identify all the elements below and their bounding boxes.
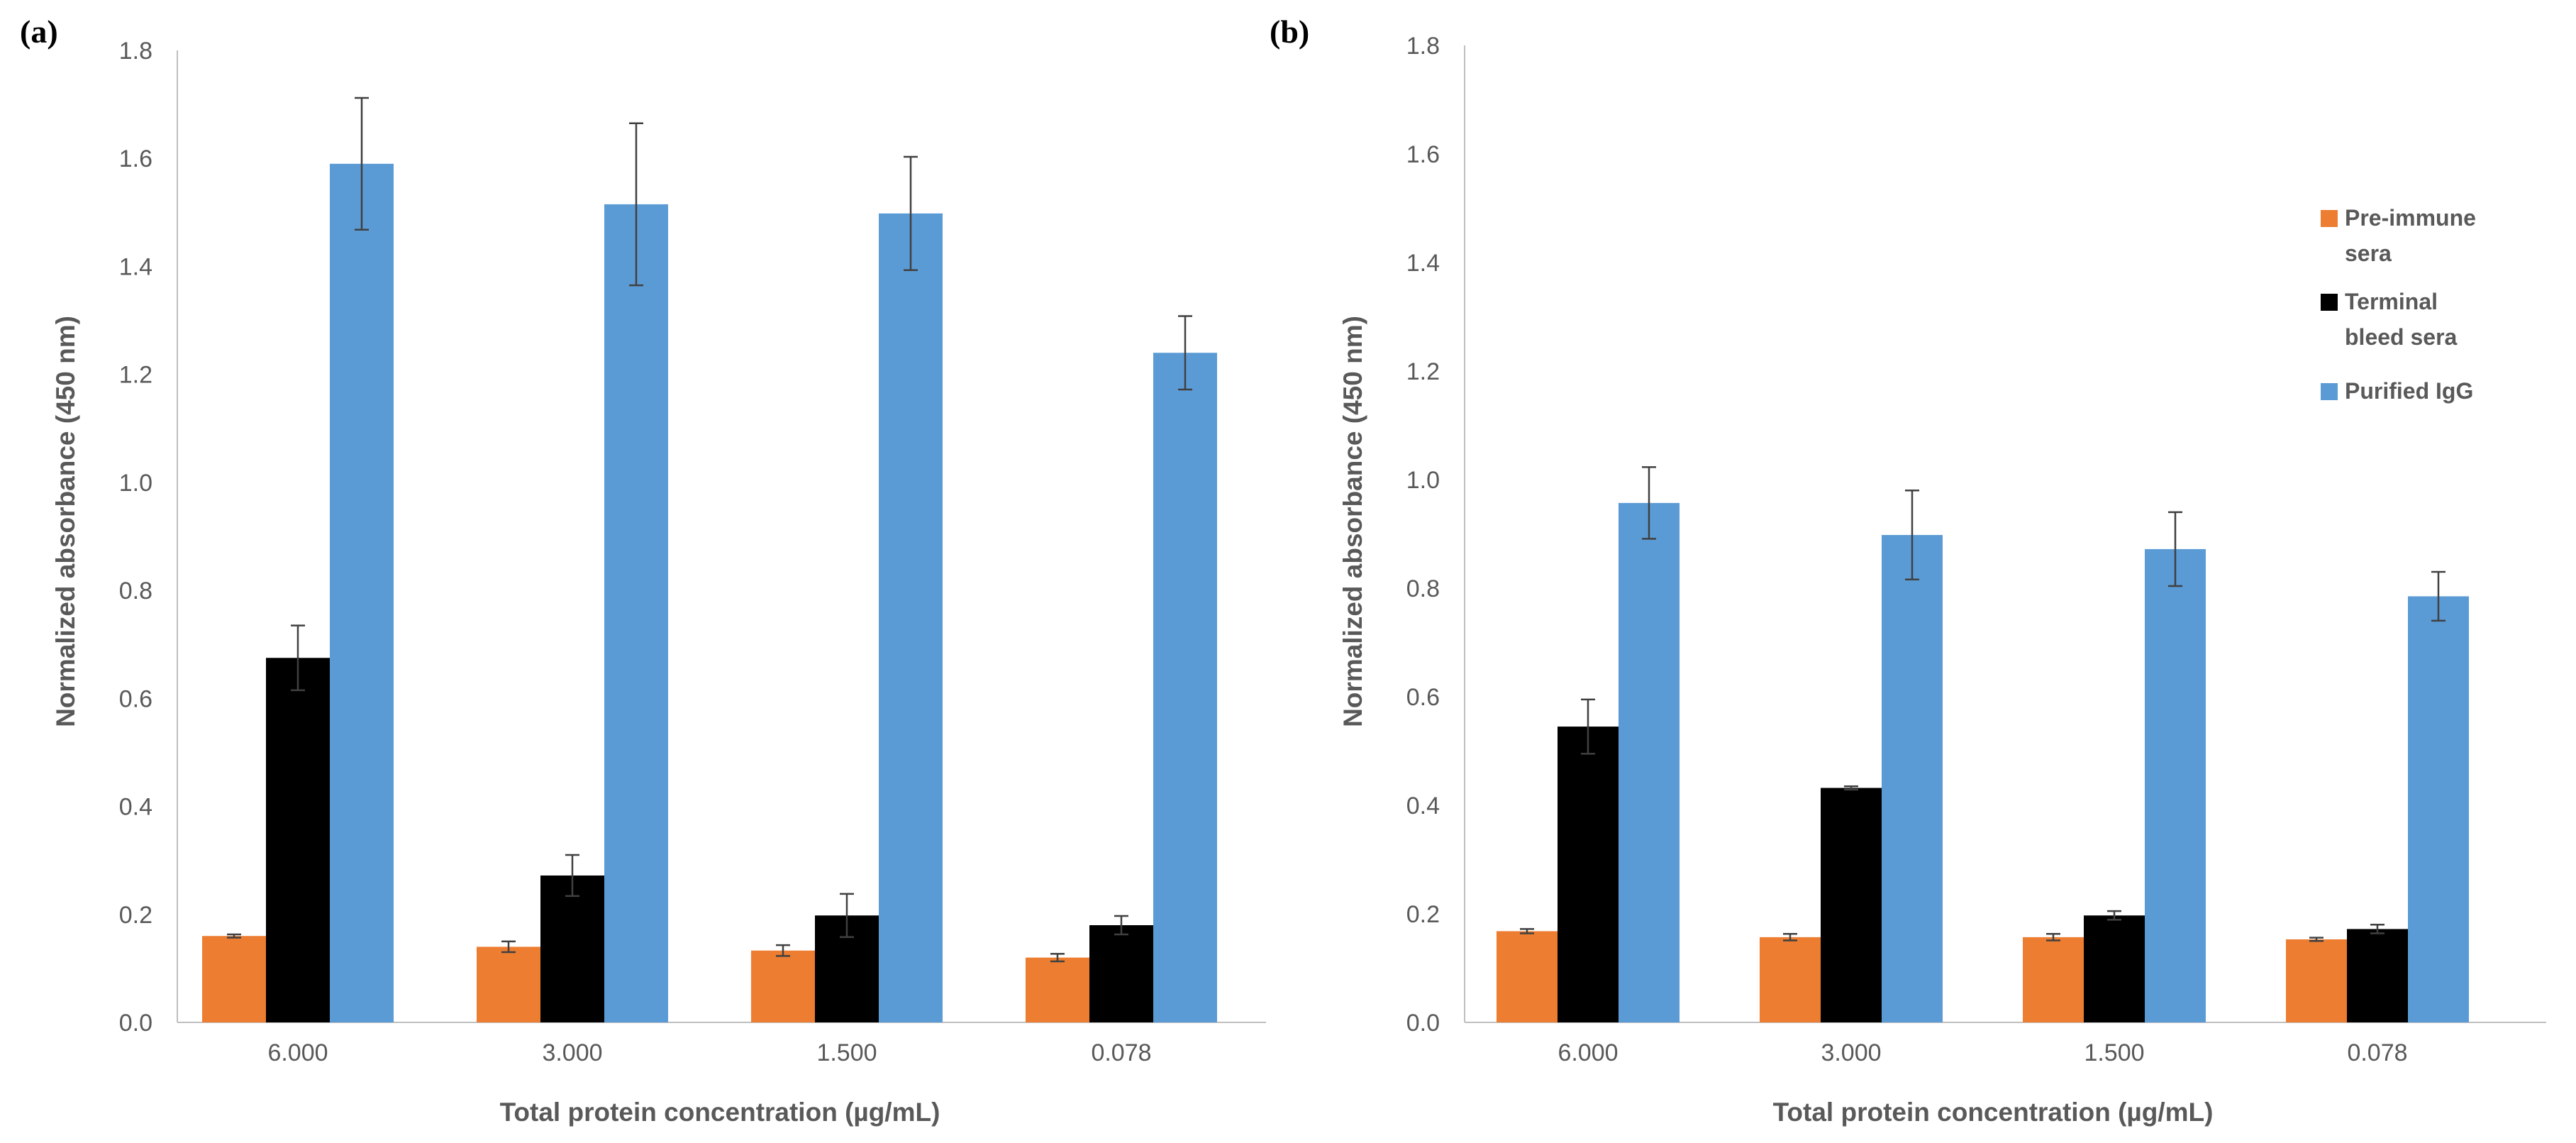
panel-a-bar-terminal-bleed-sera <box>540 875 604 1022</box>
panel-a-x-axis-title: Total protein concentration (µg/mL) <box>500 1098 940 1127</box>
panel-a-error-bar <box>355 96 369 231</box>
panel-b-error-bar <box>2309 937 2324 942</box>
panel-b-error-bar <box>1520 928 1534 934</box>
legend-label: Terminal <box>2345 289 2438 314</box>
panel-a-error-bar <box>291 624 305 692</box>
panel-b-bar-terminal-bleed-sera <box>1558 727 1619 1022</box>
panel-a-x-tick-label: 3.000 <box>542 1039 602 1066</box>
panel-a-y-tick-label: 1.4 <box>119 253 152 280</box>
panel-b-error-bar <box>1905 490 1919 581</box>
legend-label: bleed sera <box>2345 324 2458 350</box>
panel-b-y-tick-label: 0.4 <box>1406 793 1440 819</box>
panel-a-error-bar <box>840 893 854 938</box>
panel-a-error-bar <box>904 155 918 272</box>
panel-b-error-bar <box>1783 933 1797 942</box>
panel-a-y-tick-label: 1.2 <box>119 362 152 389</box>
panel-a-bar-pre-immune-sera <box>202 936 266 1022</box>
legend-label: Purified IgG <box>2345 378 2473 404</box>
legend-label: Pre-immune <box>2345 205 2476 231</box>
panel-b-y-tick-label: 1.6 <box>1406 141 1440 168</box>
panel-a-bar-pre-immune-sera <box>1026 957 1089 1022</box>
panel-a-y-tick-label: 0.4 <box>119 794 152 821</box>
panel-b-bar-purified-igg <box>1619 502 1680 1022</box>
panel-b-bar-terminal-bleed-sera <box>2084 915 2145 1022</box>
legend-label: sera <box>2345 241 2392 266</box>
legend-swatch <box>2321 210 2338 227</box>
panel-b-x-tick-label: 0.078 <box>2347 1039 2407 1066</box>
panel-b-error-bar <box>2370 924 2385 934</box>
panel-a-y-tick-label: 1.8 <box>119 38 152 65</box>
panel-a-error-bar <box>1114 915 1128 936</box>
legend-swatch <box>2321 383 2338 400</box>
panel-b-x-axis-title: Total protein concentration (µg/mL) <box>1773 1098 2214 1127</box>
panel-a-x-tick-label: 6.000 <box>267 1039 328 1066</box>
panel-b-error-bar <box>2107 910 2121 921</box>
panel-a-y-tick-label: 0.0 <box>119 1010 152 1037</box>
panel-b-bar-pre-immune-sera <box>2023 937 2084 1022</box>
panel-b-y-tick-label: 1.8 <box>1406 33 1440 60</box>
panel-a-y-tick-label: 0.6 <box>119 685 152 712</box>
panel-b-label: (b) <box>1270 13 1309 50</box>
panel-a-error-bar <box>565 854 579 898</box>
panel-b-y-tick-label: 1.2 <box>1406 358 1440 385</box>
panel-b-bar-terminal-bleed-sera <box>2347 929 2408 1022</box>
panel-b-bar-terminal-bleed-sera <box>1821 788 1882 1022</box>
panel-a-y-tick-label: 1.0 <box>119 470 152 497</box>
panel-b-y-tick-label: 0.0 <box>1406 1010 1440 1037</box>
panel-b-error-bar <box>2431 570 2445 622</box>
panel-b-y-tick-label: 0.2 <box>1406 901 1440 928</box>
panel-a-bar-pre-immune-sera <box>477 946 540 1022</box>
panel-b-error-bar <box>1642 466 1656 540</box>
panel-b-bar-pre-immune-sera <box>1760 937 1821 1022</box>
panel-b-y-tick-label: 1.4 <box>1406 250 1440 277</box>
panel-a-bar-purified-igg <box>604 204 668 1023</box>
panel-a-y-tick-label: 1.6 <box>119 145 152 172</box>
panel-b-error-bar <box>2168 511 2182 587</box>
panel-b-y-tick-label: 1.0 <box>1406 467 1440 494</box>
panel-b-bar-purified-igg <box>1882 535 1943 1022</box>
panel-a-x-tick-label: 1.500 <box>816 1039 877 1066</box>
panel-b-y-tick-label: 0.8 <box>1406 575 1440 602</box>
panel-a-bar-purified-igg <box>1153 353 1217 1022</box>
panel-a-error-bar <box>629 122 643 287</box>
panel-a-error-bar <box>501 940 516 954</box>
panel-b-plot: 0.0 0.2 0.4 0.6 0.8 1.0 1.2 1.4 1.6 1.8 6.000 3.000… <box>1406 33 2546 1066</box>
panel-b-bar-purified-igg <box>2408 596 2469 1022</box>
panel-a-bar-terminal-bleed-sera <box>1089 925 1153 1022</box>
panel-b-x-tick-label: 1.500 <box>2084 1039 2144 1066</box>
panel-a-bar-purified-igg <box>879 213 943 1022</box>
panel-b-error-bar <box>2046 933 2060 942</box>
panel-b-y-axis-title: Normalized absorbance (450 nm) <box>1338 316 1367 727</box>
panel-a-error-bar <box>776 944 790 957</box>
panel-b-error-bar <box>1581 698 1595 755</box>
panel-a-x-tick-label: 0.078 <box>1091 1039 1151 1066</box>
panel-a-label: (a) <box>20 13 58 50</box>
panel-a-error-bar <box>1050 953 1065 963</box>
panel-a-bar-pre-immune-sera <box>751 950 815 1022</box>
panel-a-bar-purified-igg <box>330 163 394 1022</box>
panel-a-error-bar <box>1178 315 1192 391</box>
panel-b-x-tick-label: 6.000 <box>1558 1039 1618 1066</box>
panel-a-plot: 0.0 0.2 0.4 0.6 0.8 1.0 1.2 1.4 1.6 1.8 6.000 3.000… <box>119 38 1266 1066</box>
panel-b-y-tick-label: 0.6 <box>1406 684 1440 711</box>
panel-b-bar-purified-igg <box>2145 548 2206 1022</box>
panel-a-error-bar <box>227 933 241 939</box>
legend-swatch <box>2321 294 2338 311</box>
panel-a-y-tick-label: 0.8 <box>119 578 152 604</box>
panel-b-error-bar <box>1844 785 1858 791</box>
panel-a-y-axis-title: Normalized absorbance (450 nm) <box>51 316 80 727</box>
panel-b-bar-pre-immune-sera <box>2286 939 2347 1022</box>
panel-a-y-tick-label: 0.2 <box>119 902 152 929</box>
panel-b-x-tick-label: 3.000 <box>1821 1039 1881 1066</box>
panel-b-bar-pre-immune-sera <box>1497 931 1558 1022</box>
panel-a-bar-terminal-bleed-sera <box>266 658 330 1022</box>
legend: Pre-immune sera Terminal bleed sera Purified… <box>2321 205 2476 404</box>
